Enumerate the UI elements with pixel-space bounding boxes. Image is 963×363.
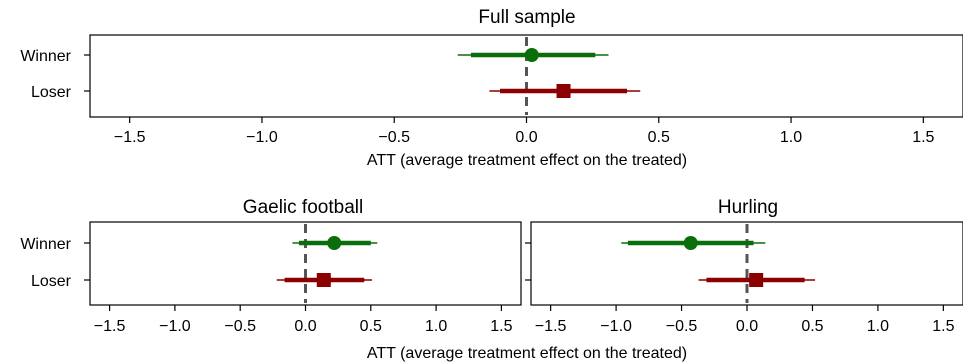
x-axis-label-bottom: ATT (average treatment effect on the tre… <box>367 345 687 362</box>
x-tick-label-hurling: 1.0 <box>867 318 889 335</box>
panel-title-full-sample: Full sample <box>478 7 575 28</box>
x-tick-label-gaelic-football: 0.5 <box>360 318 382 335</box>
loser-point-gaelic-football <box>316 273 331 287</box>
x-tick-label-full-sample: 0.5 <box>648 129 670 146</box>
x-tick-label-gaelic-football: −0.5 <box>224 318 256 335</box>
panel-full-sample: Full sample Winner Loser ATT (average tr… <box>20 7 963 169</box>
winner-point-full-sample <box>524 48 539 62</box>
x-tick-label-full-sample: 1.5 <box>912 129 934 146</box>
x-tick-label-hurling: −0.5 <box>666 318 698 335</box>
loser-point-hurling <box>749 273 764 287</box>
panel-gaelic-football: Gaelic football Winner Loser −1.5 −1.0 −0.… <box>20 197 522 335</box>
x-tick-label-hurling: −1.0 <box>600 318 632 335</box>
x-tick-label-hurling: 0.0 <box>736 318 758 335</box>
x-tick-label-gaelic-football: −1.5 <box>94 318 126 335</box>
x-tick-label-full-sample: −1.5 <box>114 129 146 146</box>
x-tick-label-gaelic-football: −1.0 <box>159 318 191 335</box>
x-tick-label-gaelic-football: 1.5 <box>490 318 512 335</box>
y-label-loser-full-sample: Loser <box>31 84 72 101</box>
x-tick-label-gaelic-football: 1.0 <box>425 318 447 335</box>
y-label-winner-gaelic-football: Winner <box>20 236 71 253</box>
x-axis-label-top: ATT (average treatment effect on the tre… <box>367 152 687 169</box>
x-tick-label-full-sample: 1.0 <box>780 129 802 146</box>
y-label-loser-gaelic-football: Loser <box>31 273 72 290</box>
winner-point-hurling <box>683 236 698 250</box>
panel-title-gaelic-football: Gaelic football <box>243 197 363 218</box>
panel-title-hurling: Hurling <box>718 197 778 218</box>
x-tick-label-hurling: 0.5 <box>801 318 823 335</box>
x-tick-label-full-sample: 0.0 <box>515 129 537 146</box>
x-tick-label-hurling: −1.5 <box>535 318 567 335</box>
x-tick-label-gaelic-football: 0.0 <box>294 318 316 335</box>
x-tick-label-full-sample: −0.5 <box>378 129 410 146</box>
x-tick-label-full-sample: −1.0 <box>246 129 278 146</box>
y-label-winner-full-sample: Winner <box>20 48 71 65</box>
winner-point-gaelic-football <box>327 236 342 250</box>
panel-hurling: Hurling −1.5 −1.0 −0.5 0.0 0.5 1.0 1.5 <box>525 197 963 335</box>
loser-point-full-sample <box>556 84 571 98</box>
x-tick-label-hurling: 1.5 <box>932 318 954 335</box>
